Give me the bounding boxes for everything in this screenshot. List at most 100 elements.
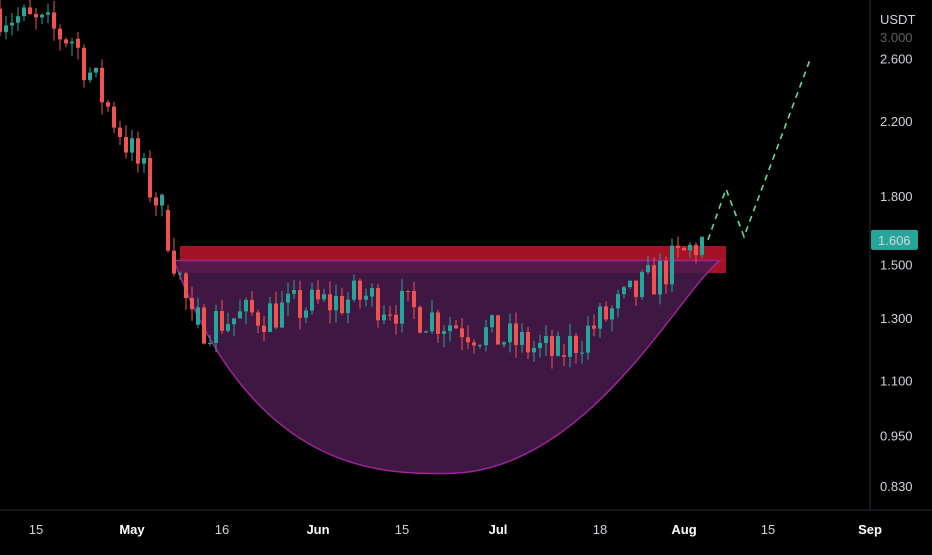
candle[interactable] [22,4,26,22]
candle[interactable] [0,0,2,36]
candle[interactable] [580,340,584,364]
candle[interactable] [274,291,278,330]
candle[interactable] [202,304,206,345]
candle[interactable] [460,317,464,351]
candle[interactable] [94,67,98,78]
candle[interactable] [304,307,308,324]
candle[interactable] [562,343,566,367]
candle[interactable] [172,237,176,277]
candle[interactable] [574,332,578,364]
candle[interactable] [184,271,188,311]
candle[interactable] [592,314,596,337]
candle[interactable] [556,331,560,357]
candle[interactable] [244,297,248,325]
candle[interactable] [658,253,662,305]
candle[interactable] [622,285,626,299]
candle[interactable] [340,287,344,315]
candle[interactable] [226,312,230,333]
candle[interactable] [682,246,686,251]
candle[interactable] [64,37,68,48]
candle[interactable] [520,323,524,353]
candle[interactable] [346,292,350,324]
candle[interactable] [88,67,92,83]
candle[interactable] [178,271,182,280]
candle[interactable] [130,129,134,161]
current-price-tag[interactable] [871,229,918,250]
candle[interactable] [424,330,428,333]
candle[interactable] [322,288,326,303]
candle[interactable] [358,278,362,309]
candle[interactable] [106,100,110,112]
candle[interactable] [448,316,452,342]
candle[interactable] [526,326,530,359]
candle[interactable] [196,297,200,329]
candle[interactable] [412,281,416,320]
time-axis[interactable]: 15 May 16 Jun 15 Jul 18 Aug 15 Sep [29,522,882,537]
candle[interactable] [352,274,356,303]
candle[interactable] [190,286,194,322]
candle[interactable] [208,334,212,347]
candle[interactable] [508,313,512,353]
candle[interactable] [382,305,386,325]
candle[interactable] [82,44,86,88]
candle[interactable] [58,24,62,51]
candle[interactable] [298,280,302,330]
candle[interactable] [166,204,170,253]
candle[interactable] [310,282,314,316]
candle[interactable] [694,241,698,264]
candle[interactable] [604,301,608,322]
candle[interactable] [394,304,398,335]
candle[interactable] [154,192,158,217]
candle[interactable] [652,257,656,295]
candle[interactable] [454,320,458,330]
candle[interactable] [586,316,590,360]
candle[interactable] [214,304,218,353]
candle[interactable] [400,279,404,333]
candle[interactable] [52,0,56,41]
candle[interactable] [70,37,74,56]
candle[interactable] [16,7,20,32]
candle[interactable] [664,256,668,294]
candle[interactable] [286,282,290,316]
candle[interactable] [76,31,80,60]
candle[interactable] [28,0,32,15]
candle[interactable] [4,15,8,40]
candle[interactable] [646,256,650,275]
candle[interactable] [388,305,392,321]
candle[interactable] [142,152,146,173]
candle[interactable] [34,8,38,30]
candle[interactable] [484,320,488,352]
candle[interactable] [148,150,152,203]
candle[interactable] [262,315,266,342]
candle[interactable] [328,281,332,324]
candle[interactable] [316,280,320,304]
candle[interactable] [10,12,14,36]
candle[interactable] [544,325,548,357]
candle[interactable] [514,312,518,358]
candle[interactable] [502,341,506,348]
candle[interactable] [496,315,500,345]
candle[interactable] [46,3,50,24]
candle[interactable] [538,334,542,358]
cup-pattern[interactable] [172,259,723,475]
candle[interactable] [610,305,614,332]
candle[interactable] [292,280,296,300]
candle[interactable] [550,329,554,369]
candle[interactable] [670,238,674,293]
candle[interactable] [466,325,470,350]
candle[interactable] [634,280,638,307]
candle[interactable] [250,291,254,316]
projection-path[interactable] [707,59,811,241]
candle[interactable] [442,325,446,348]
candle[interactable] [118,120,122,146]
candle[interactable] [490,314,494,333]
candle[interactable] [436,309,440,343]
candle[interactable] [568,323,572,368]
candle[interactable] [478,344,482,350]
candle[interactable] [364,288,368,307]
candle[interactable] [232,318,236,337]
price-axis[interactable]: USDT 3.000 2.600 2.200 1.800 1.500 1.300 1.100 0… [871,12,918,494]
candle[interactable] [598,302,602,338]
